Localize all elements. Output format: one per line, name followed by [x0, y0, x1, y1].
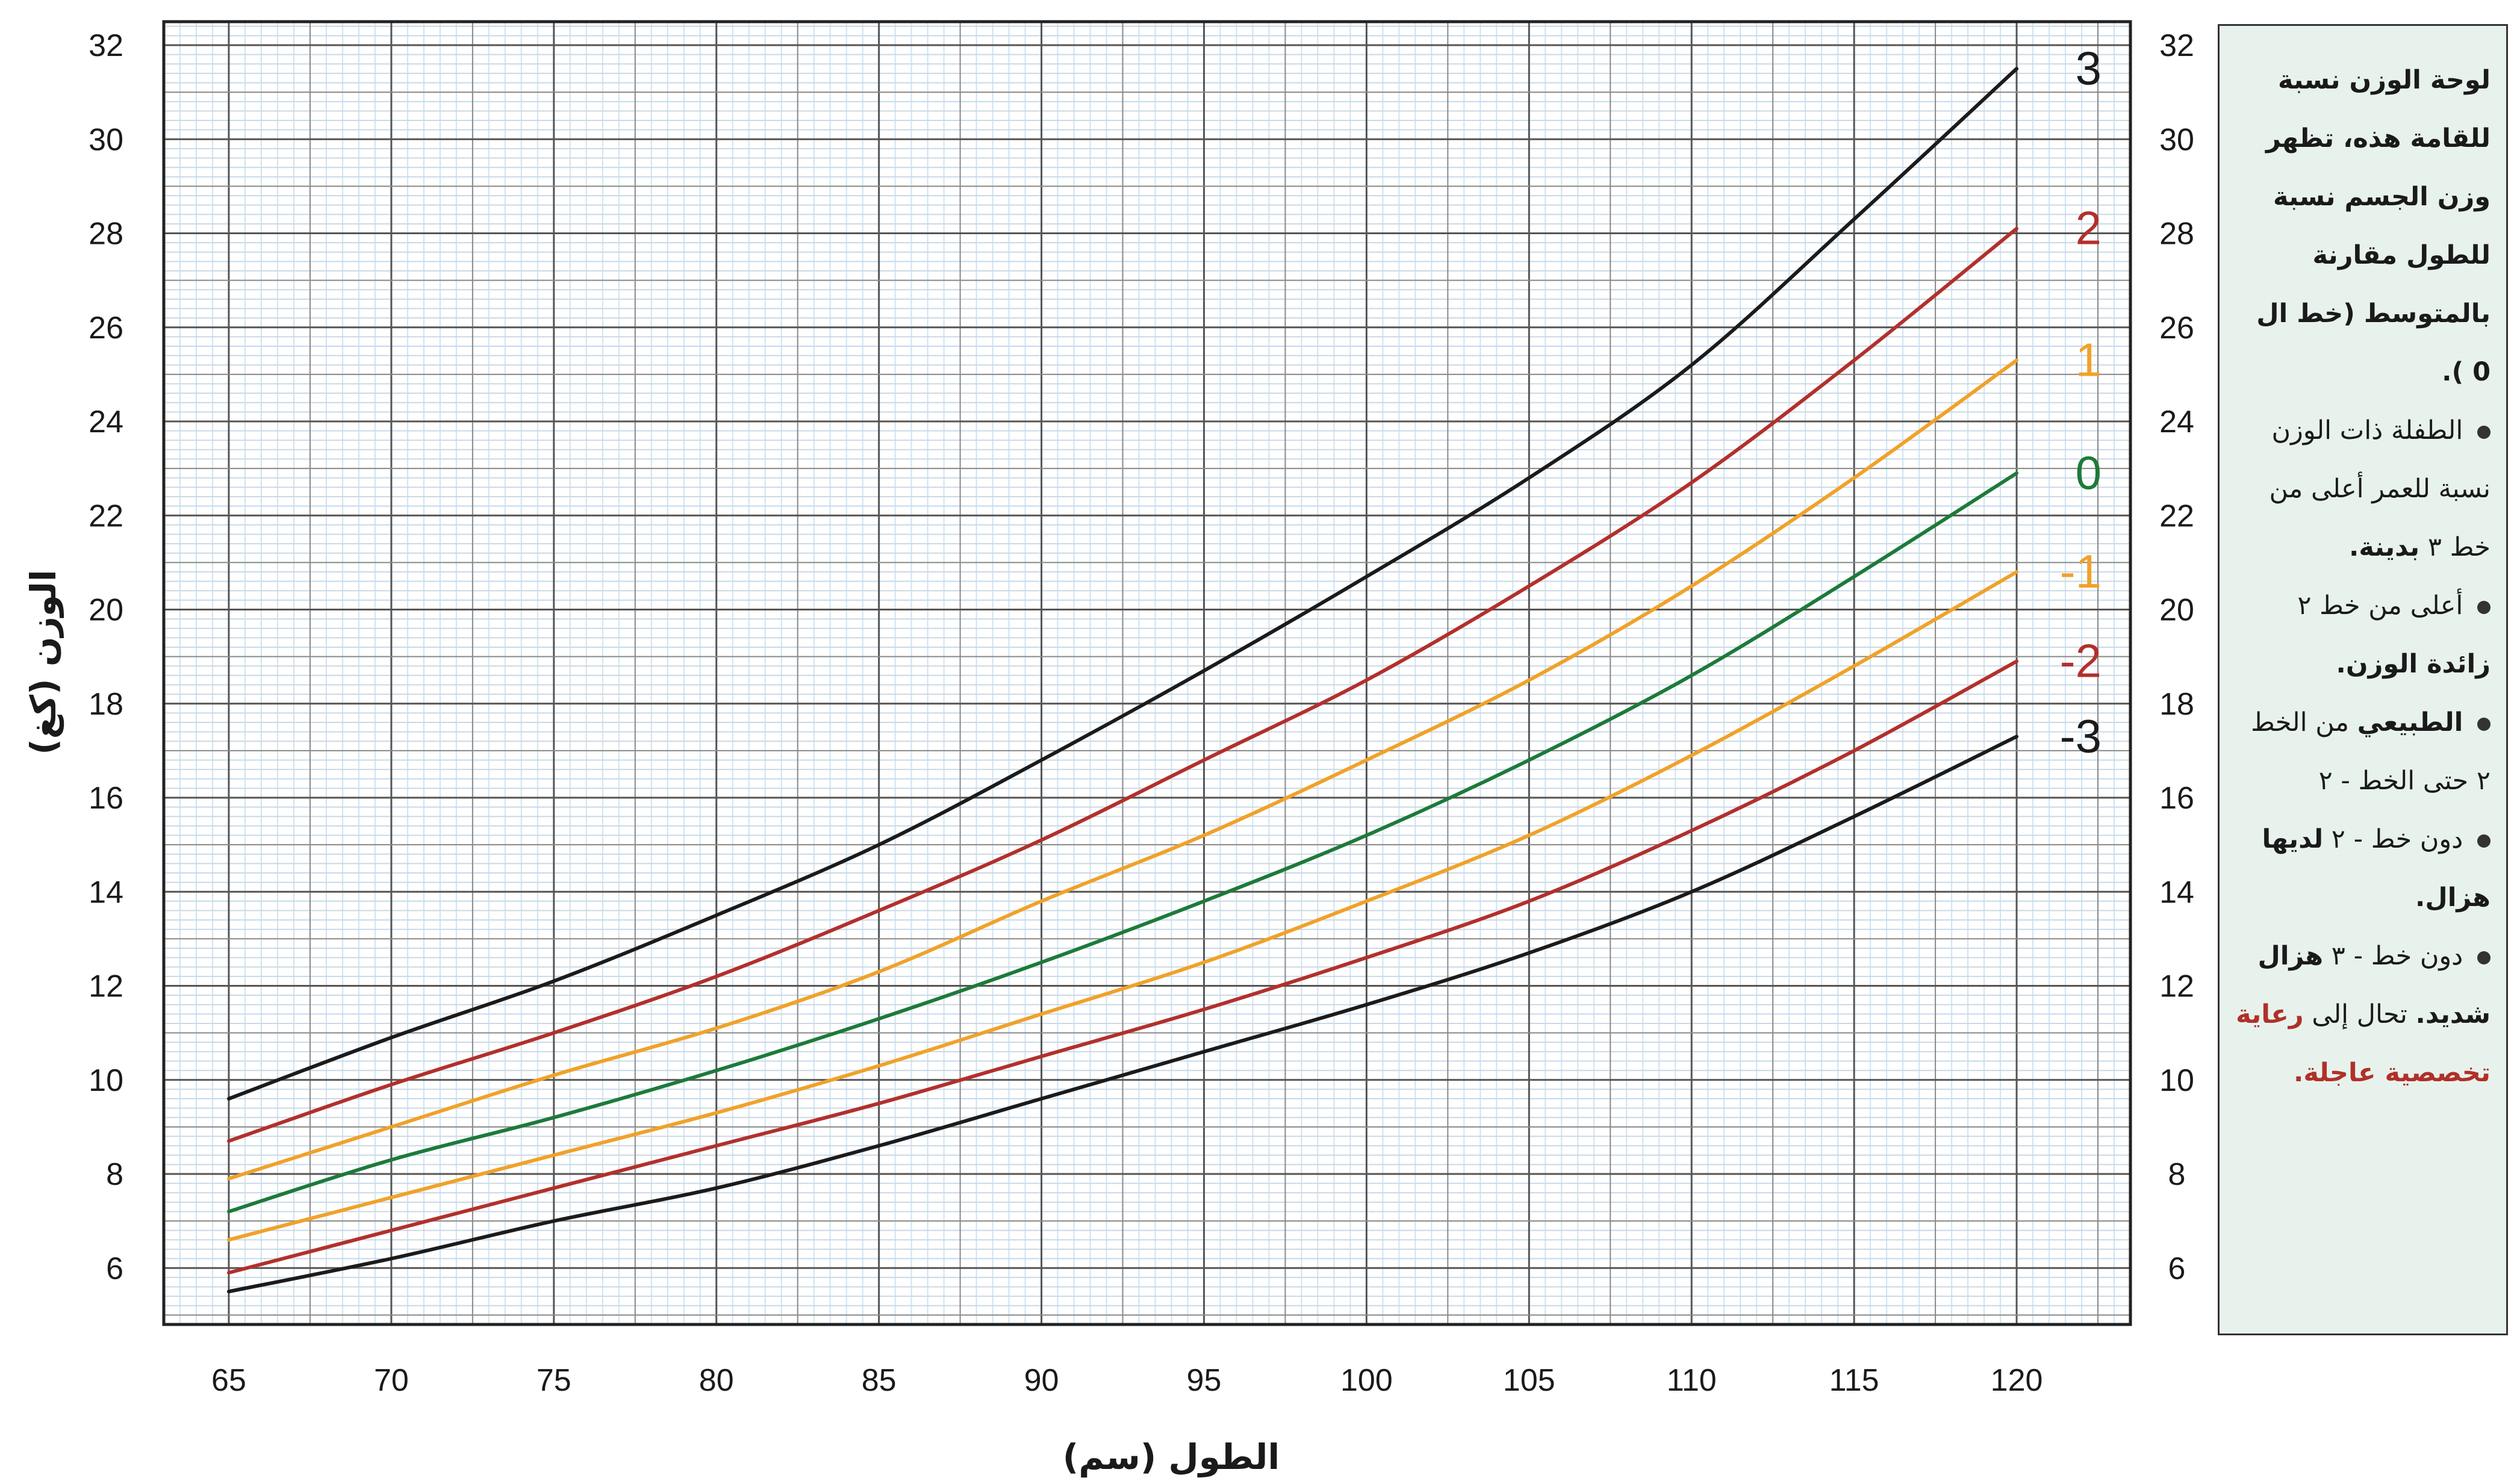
info-item-wasted-bold: لديها هزال. — [2262, 824, 2491, 913]
info-item-overweight-text: أعلى من خط ٢ — [2297, 591, 2463, 621]
y-tick-label-left: 8 — [106, 1157, 123, 1192]
y-tick-label-left: 20 — [89, 593, 123, 628]
y-tick-label-right: 22 — [2159, 498, 2194, 533]
y-tick-label-right: 28 — [2159, 217, 2194, 252]
y-tick-label-left: 6 — [106, 1251, 123, 1286]
info-item-overweight-bold: زائدة الوزن. — [2336, 649, 2491, 679]
y-axis-title: الوزن (كغ) — [23, 570, 64, 754]
series-label: 1 — [2076, 333, 2102, 386]
x-tick-label: 75 — [537, 1363, 571, 1398]
series-label: 2 — [2076, 202, 2102, 255]
y-tick-label-left: 10 — [89, 1063, 123, 1098]
x-tick-label: 95 — [1187, 1363, 1222, 1398]
info-item-wasted: دون خط - ٢ لديها هزال. — [2233, 810, 2491, 927]
y-tick-label-right: 16 — [2159, 781, 2194, 816]
info-referral-red: رعاية تخصصية عاجلة. — [2236, 999, 2491, 1088]
series-line-2 — [226, 226, 2019, 1143]
plot-frame — [162, 20, 2132, 1326]
x-tick-label: 115 — [1829, 1363, 1879, 1398]
series-line-0 — [226, 471, 2019, 1214]
x-tick-label: 70 — [374, 1363, 409, 1398]
x-tick-label: 110 — [1667, 1363, 1717, 1398]
series-label: 0 — [2076, 446, 2102, 499]
y-tick-label-right: 6 — [2168, 1251, 2186, 1286]
series-label: -3 — [2060, 709, 2102, 762]
y-tick-labels-left: 6 8 10 12 14 16 18 20 22 24 26 28 30 32 — [89, 28, 123, 1286]
series-label: 3 — [2076, 42, 2102, 95]
y-tick-label-right: 12 — [2159, 969, 2194, 1004]
info-item-severe: دون خط - ٣ هزال شديد. تحال إلى رعاية تخص… — [2233, 927, 2491, 1102]
x-tick-label: 85 — [862, 1363, 897, 1398]
bullet-icon — [2477, 951, 2491, 964]
series-line--1 — [226, 570, 2019, 1242]
y-tick-label-right: 30 — [2159, 122, 2194, 157]
info-referral-text: تحال إلى — [2312, 999, 2407, 1029]
y-tick-labels-right: 6 8 10 12 14 16 18 20 22 24 26 28 30 32 — [2159, 28, 2194, 1286]
x-tick-labels: 65 70 75 80 85 90 95 100 105 110 115 120 — [211, 1363, 2043, 1398]
info-item-severe-bold: هزال شديد. — [2257, 941, 2491, 1029]
info-box: لوحة الوزن نسبة للقامة هذه، تظهر وزن الج… — [2218, 24, 2508, 1335]
info-item-obese-text: الطفلة ذات الوزن نسبة للعمر أعلى من خط ٣ — [2269, 415, 2491, 562]
minor-grid — [164, 22, 2130, 1324]
plot-background — [164, 22, 2130, 1324]
x-tick-label: 80 — [699, 1363, 734, 1398]
x-axis-title: الطول (سم) — [1063, 1436, 1280, 1478]
info-intro: لوحة الوزن نسبة للقامة هذه، تظهر وزن الج… — [2256, 65, 2491, 387]
bullet-icon — [2477, 834, 2491, 848]
info-item-normal-bold: الطبيعي — [2357, 707, 2463, 737]
y-tick-label-left: 16 — [89, 781, 123, 816]
info-item-obese-bold: بدينة. — [2349, 532, 2420, 562]
y-tick-label-left: 30 — [89, 122, 123, 157]
info-item-overweight: أعلى من خط ٢ زائدة الوزن. — [2233, 577, 2491, 694]
major-grid — [164, 22, 2130, 1324]
info-item-normal: الطبيعي من الخط ٢ حتى الخط - ٢ — [2233, 694, 2491, 810]
y-tick-label-left: 18 — [89, 687, 123, 722]
y-tick-label-left: 14 — [89, 875, 123, 910]
y-tick-label-right: 14 — [2159, 875, 2194, 910]
series-line--2 — [226, 659, 2019, 1275]
y-tick-label-left: 32 — [89, 28, 123, 63]
info-item-normal-text: من الخط ٢ حتى الخط - ٢ — [2250, 707, 2491, 796]
y-tick-label-right: 32 — [2159, 28, 2194, 63]
bullet-icon — [2477, 717, 2491, 731]
y-tick-label-right: 8 — [2168, 1157, 2186, 1192]
y-tick-label-right: 10 — [2159, 1063, 2194, 1098]
y-tick-label-left: 22 — [89, 498, 123, 533]
y-tick-label-left: 24 — [89, 405, 123, 439]
bullet-icon — [2477, 600, 2491, 614]
y-tick-label-left: 12 — [89, 969, 123, 1004]
info-item-wasted-text: دون خط - ٢ — [2331, 824, 2463, 854]
y-tick-label-right: 24 — [2159, 405, 2194, 439]
weight-for-height-chart: 65 70 75 80 85 90 95 100 105 110 115 120 6810121416… — [23, 20, 2194, 1478]
y-tick-label-right: 18 — [2159, 687, 2194, 722]
series-line-3 — [226, 67, 2019, 1101]
x-tick-label: 120 — [1991, 1363, 2043, 1398]
series-line-1 — [226, 358, 2019, 1181]
x-tick-label: 105 — [1503, 1363, 1555, 1398]
info-item-severe-text: دون خط - ٣ — [2331, 941, 2463, 971]
x-tick-label: 90 — [1024, 1363, 1059, 1398]
series-lines — [226, 67, 2019, 1294]
y-tick-label-left: 26 — [89, 311, 123, 346]
y-tick-label-left: 28 — [89, 217, 123, 252]
y-tick-label-right: 20 — [2159, 593, 2194, 628]
y-tick-label-right: 26 — [2159, 311, 2194, 346]
bullet-icon — [2477, 425, 2491, 439]
series-line--3 — [226, 734, 2019, 1294]
series-labels: 3 2 1 0 -1 -2 -3 — [2060, 42, 2102, 762]
x-tick-label: 100 — [1340, 1363, 1393, 1398]
x-tick-label: 65 — [211, 1363, 246, 1398]
series-label: -1 — [2060, 545, 2102, 598]
info-item-obese: الطفلة ذات الوزن نسبة للعمر أعلى من خط ٣… — [2233, 402, 2491, 577]
series-label: -2 — [2060, 634, 2102, 687]
